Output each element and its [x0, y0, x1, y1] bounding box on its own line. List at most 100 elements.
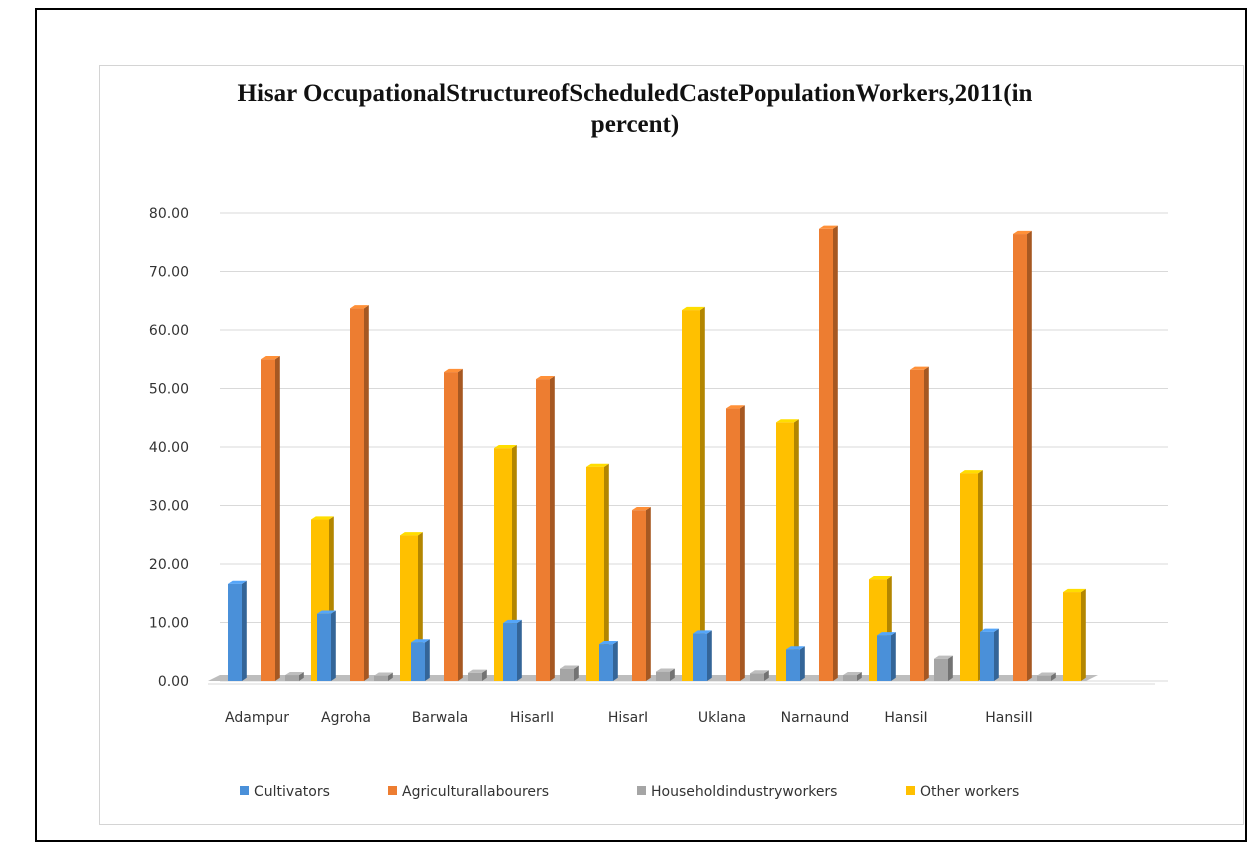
bar-top	[468, 669, 487, 673]
bar-top	[980, 628, 999, 632]
bar	[444, 372, 458, 681]
legend-label: Cultivators	[254, 784, 330, 800]
bar-side	[364, 305, 369, 681]
x-tick-label: HisarII	[510, 710, 554, 726]
bar	[776, 422, 794, 681]
x-tick-label: Narnaund	[781, 710, 850, 726]
bar	[693, 633, 707, 681]
bar-side	[857, 671, 862, 681]
bar	[411, 642, 425, 681]
bar	[1037, 675, 1051, 681]
bar	[819, 228, 833, 682]
bar	[586, 466, 604, 681]
chart-area	[99, 65, 1244, 825]
bar-top	[503, 619, 522, 624]
bar-side	[388, 672, 393, 681]
bar-top	[776, 419, 799, 423]
bar	[786, 649, 800, 681]
y-tick-label: 80.00	[149, 206, 189, 222]
bar-side	[794, 419, 799, 681]
bar-side	[517, 619, 522, 681]
bar	[750, 673, 764, 681]
legend-swatch	[637, 786, 646, 795]
x-tick-label: HisarI	[608, 710, 648, 726]
legend-label: Agriculturallabourers	[402, 784, 549, 800]
bar-side	[1081, 588, 1086, 681]
y-tick-label: 50.00	[149, 382, 189, 398]
x-tick-label: Uklana	[698, 710, 746, 726]
bar-top	[444, 368, 463, 373]
legend-label: Other workers	[920, 784, 1019, 800]
bar-top	[536, 375, 555, 380]
bar-top	[910, 366, 929, 370]
bar-side	[978, 470, 983, 681]
y-tick-label: 20.00	[149, 557, 189, 573]
bar	[632, 510, 646, 681]
bar-side	[458, 368, 463, 681]
bar-top	[786, 646, 805, 650]
bar	[910, 369, 924, 681]
bar-side	[700, 306, 705, 681]
bar	[726, 408, 740, 681]
bar-top	[317, 610, 336, 614]
bar-side	[1051, 672, 1056, 681]
bar-side	[574, 665, 579, 681]
bar-side	[740, 405, 745, 681]
bar-side	[604, 463, 609, 681]
bar-top	[632, 506, 651, 511]
bar	[877, 635, 891, 681]
bar	[934, 658, 948, 681]
bar-side	[331, 610, 336, 681]
y-tick-label: 70.00	[149, 265, 189, 281]
bar-side	[994, 628, 999, 681]
y-tick-label: 40.00	[149, 440, 189, 456]
bar	[350, 308, 364, 681]
bar-top	[560, 665, 579, 669]
bar-side	[924, 366, 929, 681]
bar-side	[891, 632, 896, 681]
bar	[682, 310, 700, 681]
bar	[656, 671, 670, 681]
y-tick-label: 10.00	[149, 616, 189, 632]
bar-side	[1027, 230, 1032, 682]
bar-side	[646, 506, 651, 681]
bar-top	[750, 670, 769, 674]
bar-side	[275, 356, 280, 681]
bar	[503, 623, 517, 681]
x-tick-label: Agroha	[321, 710, 371, 726]
bar-top	[934, 655, 953, 659]
bar-side	[670, 668, 675, 681]
bar-top	[599, 640, 618, 645]
y-tick-label: 60.00	[149, 323, 189, 339]
bar-side	[948, 655, 953, 681]
bar	[1063, 592, 1081, 681]
x-tick-label: Barwala	[412, 710, 468, 726]
bar-top	[350, 305, 369, 309]
bar	[1013, 234, 1027, 681]
bar-top	[869, 576, 892, 580]
chart-title: Hisar OccupationalStructureofScheduledCa…	[237, 80, 1033, 138]
bar-side	[550, 375, 555, 681]
legend-label: Householdindustryworkers	[651, 784, 837, 800]
bar-side	[299, 671, 304, 681]
bar-top	[374, 672, 393, 676]
bar-top	[656, 668, 675, 672]
bar	[374, 675, 388, 681]
bar-top	[1037, 672, 1056, 676]
bar	[536, 379, 550, 681]
bar	[261, 359, 275, 681]
bar-side	[242, 580, 247, 681]
bar	[228, 583, 242, 681]
bar-top	[228, 580, 247, 584]
bar-top	[586, 463, 609, 467]
bar-side	[833, 225, 838, 681]
bar	[599, 644, 613, 681]
x-tick-label: HansiII	[985, 710, 1032, 726]
bar-top	[819, 225, 838, 229]
x-tick-label: Adampur	[225, 710, 289, 726]
bar-top	[1013, 230, 1032, 235]
legend-swatch	[906, 786, 915, 795]
bar	[285, 675, 299, 681]
y-tick-label: 30.00	[149, 499, 189, 515]
